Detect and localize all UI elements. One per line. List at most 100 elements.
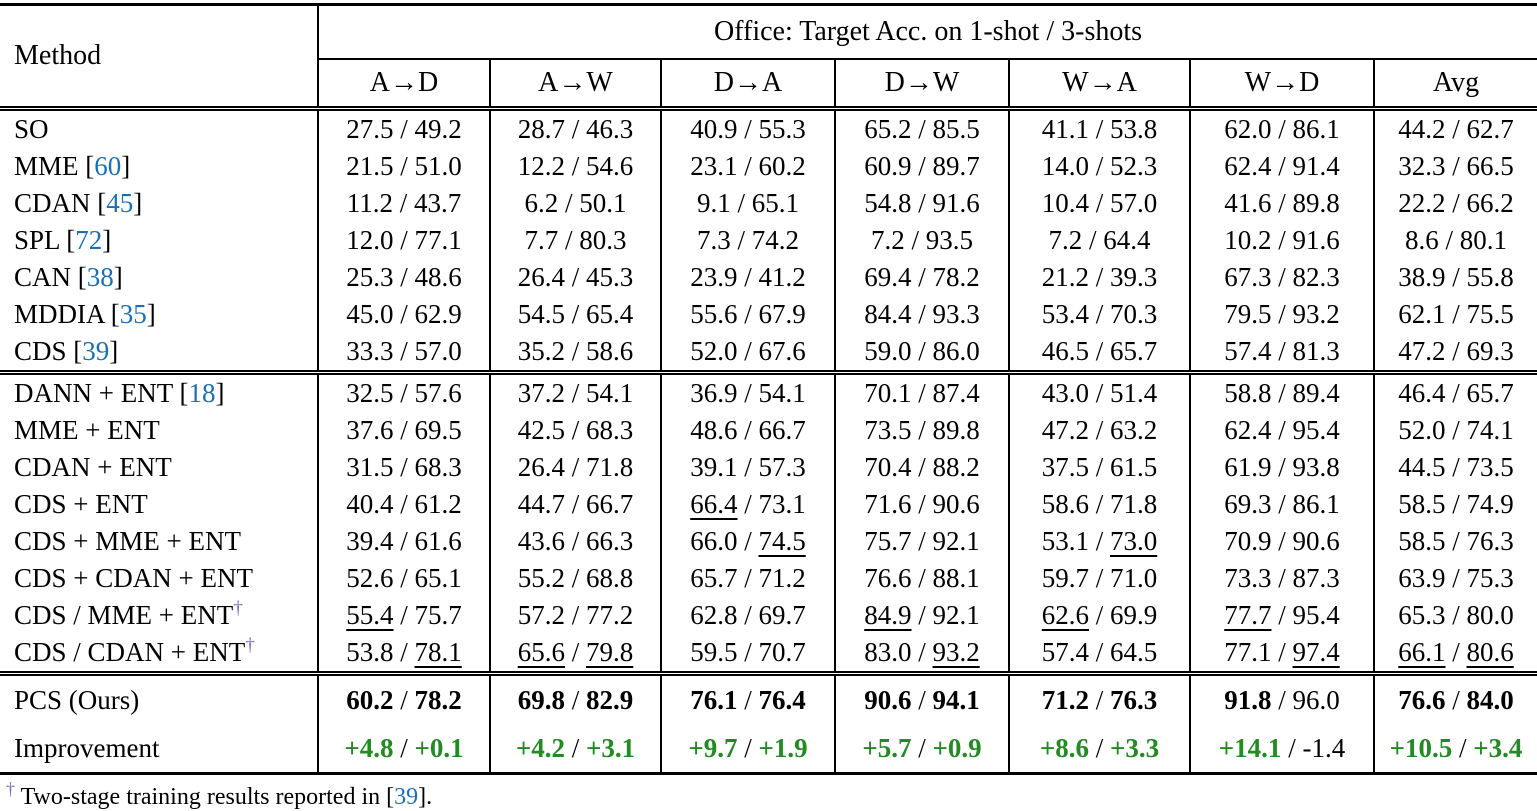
value-3shot: 70.7 [758, 637, 806, 667]
col-header-d-to-a: D→A [660, 59, 835, 111]
value-3shot: +0.9 [932, 732, 982, 763]
value-3shot: 77.2 [586, 600, 634, 630]
table-row: MDDIA [35] 45.0 / 62.9 54.5 / 65.4 55.6 / 6… [0, 296, 1537, 333]
value-3shot: 57.0 [1110, 188, 1158, 218]
result-cell: 57.4 / 64.5 [1008, 634, 1190, 674]
result-cell: 10.4 / 57.0 [1008, 185, 1190, 222]
footnote-citation-link[interactable]: 39 [394, 784, 419, 810]
result-cell: 31.5 / 68.3 [317, 449, 490, 486]
method-cell: CDS + MME + ENT [0, 523, 318, 560]
result-cell: 84.4 / 93.3 [834, 296, 1009, 333]
value-1shot: 66.1 [1398, 637, 1446, 667]
value-1shot: 32.3 [1398, 151, 1446, 181]
result-cell: 58.6 / 71.8 [1008, 486, 1190, 523]
result-cell: 71.6 / 90.6 [834, 486, 1009, 523]
col-header-d-to-w: D→W [834, 59, 1009, 111]
result-cell: 44.5 / 73.5 [1372, 449, 1537, 486]
value-3shot: 91.6 [1292, 225, 1340, 255]
value-1shot: 67.3 [1224, 262, 1272, 292]
value-1shot: 62.0 [1224, 114, 1272, 144]
result-cell: 55.2 / 68.8 [489, 560, 661, 597]
value-1shot: 21.5 [346, 151, 394, 181]
value-1shot: +5.7 [862, 732, 912, 763]
citation-link[interactable]: 60 [94, 151, 122, 181]
method-label: Improvement [14, 732, 160, 763]
result-cell: 39.1 / 57.3 [660, 449, 835, 486]
value-1shot: 43.6 [517, 526, 565, 556]
citation-link[interactable]: 18 [188, 378, 216, 408]
value-1shot: 70.4 [864, 452, 912, 482]
result-cell: 62.4 / 95.4 [1189, 412, 1374, 449]
value-1shot: 65.2 [864, 114, 912, 144]
value-1shot: 73.3 [1224, 563, 1272, 593]
value-3shot: 55.3 [758, 114, 806, 144]
value-3shot: 61.6 [414, 526, 462, 556]
value-1shot: 10.2 [1224, 225, 1272, 255]
value-1shot: 69.8 [517, 684, 565, 715]
result-cell: 21.5 / 51.0 [317, 148, 490, 185]
citation-link[interactable]: 39 [82, 336, 110, 366]
value-3shot: 62.7 [1466, 114, 1514, 144]
result-cell: 28.7 / 46.3 [489, 108, 661, 148]
method-label: SO [14, 114, 49, 144]
value-3shot: 66.2 [1466, 188, 1514, 218]
value-3shot: 73.1 [758, 489, 806, 519]
citation-link[interactable]: 38 [86, 262, 114, 292]
value-1shot: 91.8 [1224, 684, 1272, 715]
value-3shot: 74.9 [1466, 489, 1514, 519]
value-3shot: 86.1 [1292, 489, 1340, 519]
result-cell: 66.4 / 73.1 [660, 486, 835, 523]
result-cell: 62.0 / 86.1 [1189, 108, 1374, 148]
value-1shot: 59.5 [690, 637, 738, 667]
method-cell: MME + ENT [0, 412, 318, 449]
table-row: CDAN [45] 11.2 / 43.7 6.2 / 50.1 9.1 / 65.1… [0, 185, 1537, 222]
value-1shot: 77.1 [1224, 637, 1272, 667]
result-cell: 39.4 / 61.6 [317, 523, 490, 560]
table-row: CDS + ENT 40.4 / 61.2 44.7 / 66.7 66.4 / 73… [0, 486, 1537, 523]
value-1shot: +9.7 [688, 732, 738, 763]
result-cell: 66.0 / 74.5 [660, 523, 835, 560]
result-cell: 43.6 / 66.3 [489, 523, 661, 560]
value-1shot: 6.2 [524, 188, 559, 218]
value-1shot: 37.2 [517, 378, 565, 408]
result-cell: 45.0 / 62.9 [317, 296, 490, 333]
table-row: SO 27.5 / 49.2 28.7 / 46.3 40.9 / 55.3 65.2 … [0, 108, 1537, 148]
value-1shot: 44.5 [1398, 452, 1446, 482]
value-3shot: 88.2 [932, 452, 980, 482]
result-cell: 75.7 / 92.1 [834, 523, 1009, 560]
method-cell: CDS / MME + ENT† [0, 597, 318, 634]
result-cell: 52.0 / 74.1 [1372, 412, 1537, 449]
footnote-text: Two-stage training results reported in [ [15, 784, 395, 810]
value-1shot: 84.4 [864, 299, 912, 329]
value-3shot: 58.6 [586, 336, 634, 366]
value-3shot: 46.3 [586, 114, 634, 144]
value-1shot: 23.9 [690, 262, 738, 292]
value-3shot: 93.8 [1292, 452, 1340, 482]
value-1shot: 70.9 [1224, 526, 1272, 556]
table-row: DANN + ENT [18] 32.5 / 57.6 37.2 / 54.1 36.… [0, 370, 1537, 412]
value-1shot: 90.6 [864, 684, 912, 715]
value-3shot: 84.0 [1466, 684, 1514, 715]
value-1shot: 83.0 [864, 637, 912, 667]
value-3shot: 60.2 [758, 151, 806, 181]
citation-link[interactable]: 35 [119, 299, 147, 329]
value-1shot: 58.6 [1041, 489, 1089, 519]
result-cell: 42.5 / 68.3 [489, 412, 661, 449]
result-cell: 69.8 / 82.9 [489, 671, 661, 724]
value-3shot: 89.8 [1292, 188, 1340, 218]
value-1shot: 55.2 [517, 563, 565, 593]
value-1shot: 11.2 [346, 188, 393, 218]
value-3shot: 61.2 [414, 489, 462, 519]
value-1shot: 10.4 [1041, 188, 1089, 218]
result-cell: 65.7 / 71.2 [660, 560, 835, 597]
table-row: CDS [39] 33.3 / 57.0 35.2 / 58.6 52.0 / 67.… [0, 333, 1537, 373]
result-cell: +5.7 / +0.9 [834, 724, 1009, 774]
value-1shot: 9.1 [696, 188, 731, 218]
method-label: CDAN [14, 188, 91, 218]
value-1shot: 12.0 [346, 225, 394, 255]
citation-link[interactable]: 45 [106, 188, 134, 218]
citation-link[interactable]: 72 [75, 225, 103, 255]
value-1shot: 46.5 [1041, 336, 1089, 366]
result-cell: 26.4 / 45.3 [489, 259, 661, 296]
value-3shot: 89.4 [1292, 378, 1340, 408]
